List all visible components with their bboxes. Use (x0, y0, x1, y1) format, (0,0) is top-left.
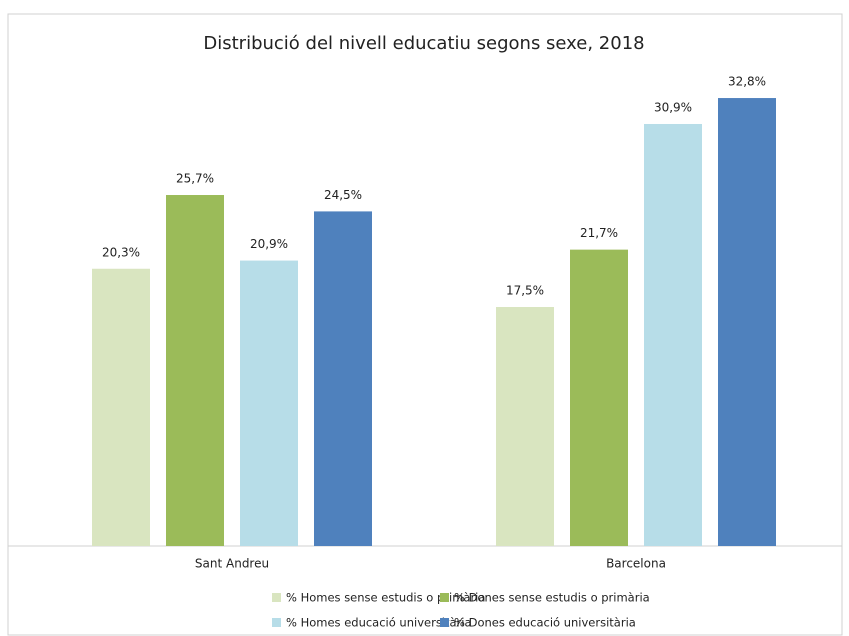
bar (644, 123, 702, 546)
legend-label: % Homes educació universitària (286, 616, 472, 630)
bar (166, 195, 224, 547)
x-tick-label: Barcelona (606, 557, 666, 571)
bar (718, 98, 776, 546)
bar (240, 260, 298, 546)
legend-label: % Homes sense estudis o primària (286, 591, 485, 605)
chart-title: Distribució del nivell educatiu segons s… (203, 33, 644, 54)
value-label: 24,5% (324, 188, 362, 202)
bar (570, 249, 628, 546)
value-label: 32,8% (728, 75, 766, 89)
value-label: 17,5% (506, 284, 544, 298)
legend-swatch (440, 618, 449, 627)
legend-swatch (272, 618, 281, 627)
value-label: 20,3% (102, 245, 140, 259)
bar (92, 268, 150, 546)
legend-swatch (440, 593, 449, 602)
value-label: 25,7% (176, 172, 214, 186)
bar (314, 211, 372, 546)
value-label: 30,9% (654, 100, 692, 114)
legend-label: % Dones educació universitària (454, 616, 636, 630)
x-tick-label: Sant Andreu (195, 557, 269, 571)
value-label: 20,9% (250, 237, 288, 251)
legend-label: % Dones sense estudis o primària (454, 591, 650, 605)
value-label: 21,7% (580, 226, 618, 240)
bar (496, 307, 554, 546)
legend-swatch (272, 593, 281, 602)
